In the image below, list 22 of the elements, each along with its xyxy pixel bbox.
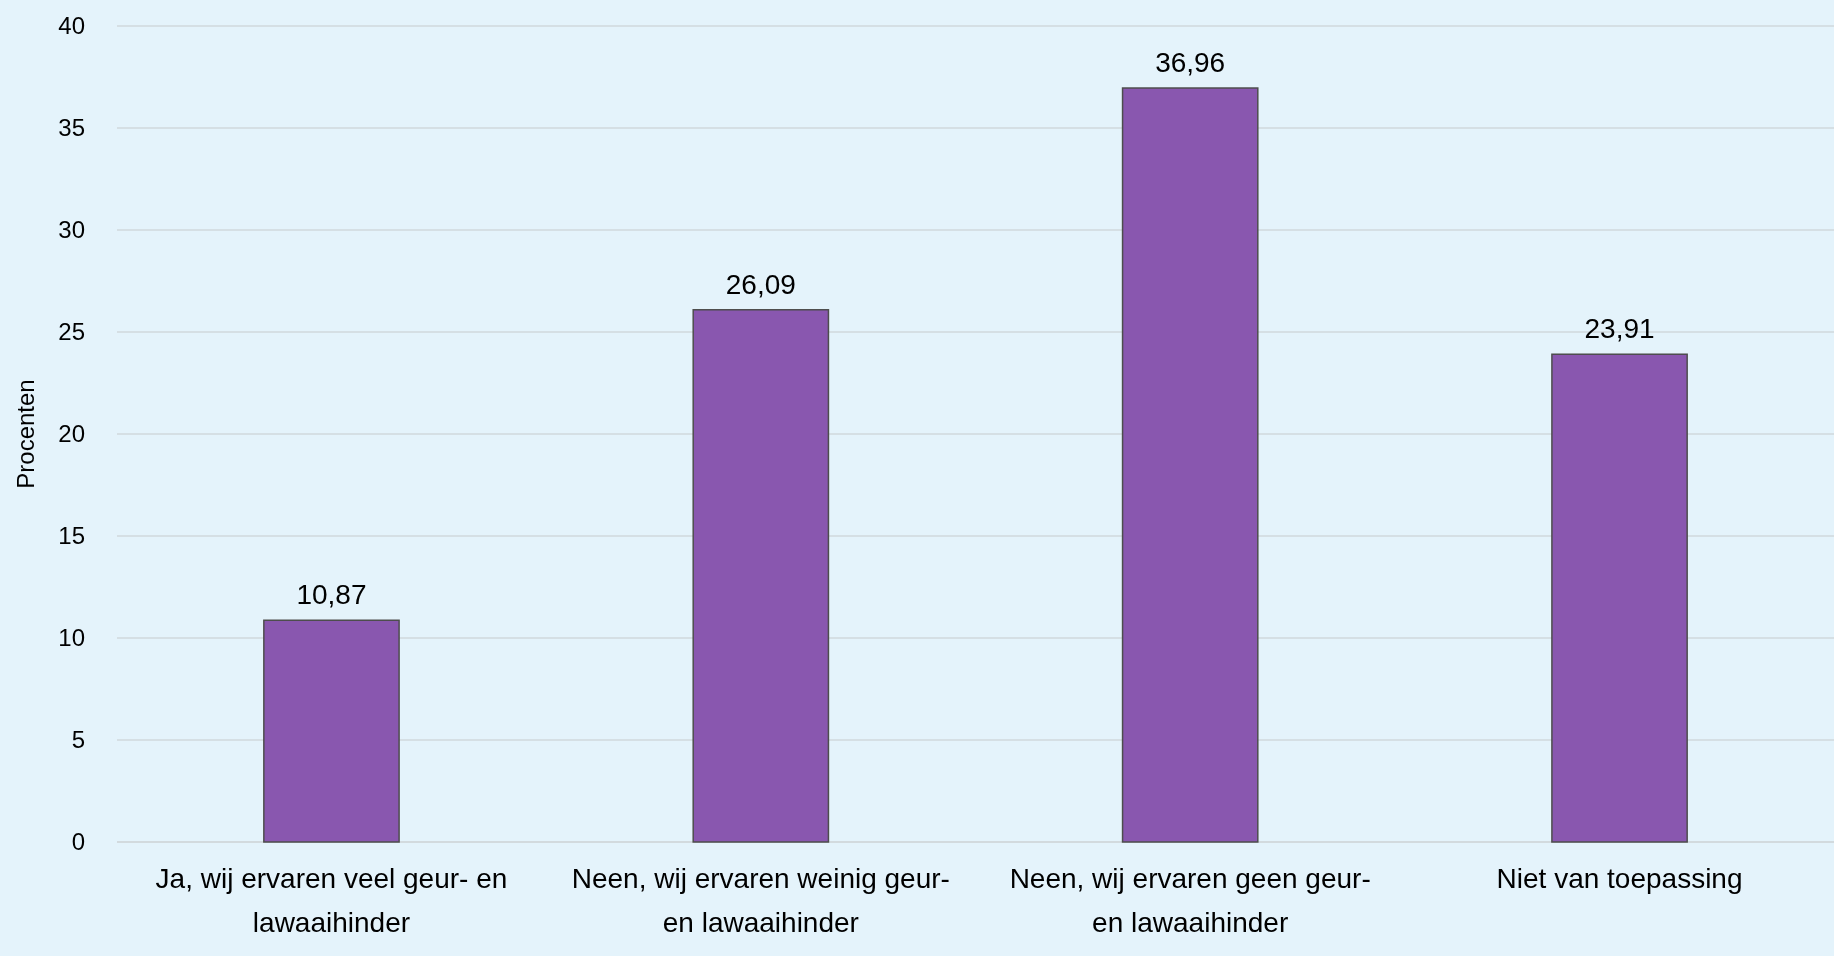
bar: [692, 309, 830, 843]
y-tick-label: 25: [58, 318, 85, 346]
bar: [1121, 87, 1259, 843]
y-tick-label: 0: [71, 828, 85, 856]
data-label: 26,09: [725, 268, 796, 300]
y-tick-label: 10: [58, 624, 85, 652]
y-tick-label: 5: [71, 726, 85, 754]
data-label: 23,91: [1584, 313, 1655, 345]
bar: [263, 619, 400, 843]
data-label: 36,96: [1155, 47, 1226, 79]
y-tick-label: 40: [58, 12, 85, 40]
x-tick-label: Neen, wij ervaren geen geur- en lawaaihinder: [1009, 863, 1371, 938]
y-axis-title: Procenten: [12, 379, 39, 489]
y-tick-label: 15: [58, 522, 85, 550]
data-label: 10,87: [296, 579, 367, 611]
x-tick-label: Ja, wij ervaren veel geur- en lawaaihinder: [155, 863, 508, 938]
y-tick-label: 30: [58, 216, 85, 244]
x-tick-label: Neen, wij ervaren weinig geur- en lawaaihinder: [571, 863, 950, 938]
x-tick-label: Niet van toepassing: [1496, 863, 1743, 894]
y-tick-label: 20: [58, 420, 85, 448]
y-tick-label: 35: [58, 114, 85, 142]
bar: [1551, 353, 1688, 843]
